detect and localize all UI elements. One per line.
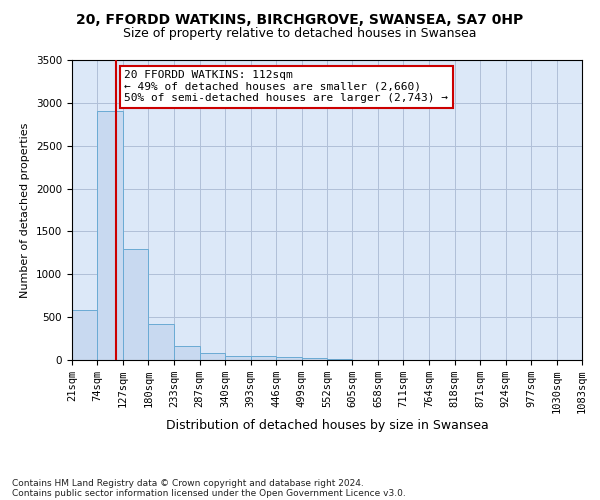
Text: Size of property relative to detached houses in Swansea: Size of property relative to detached ho… (123, 28, 477, 40)
Bar (148, 324, 174, 360)
Text: 20 FFORDD WATKINS: 112sqm
← 49% of detached houses are smaller (2,660)
50% of se: 20 FFORDD WATKINS: 112sqm ← 49% of detac… (124, 70, 448, 104)
Bar (174, 346, 200, 360)
Text: 20, FFORDD WATKINS, BIRCHGROVE, SWANSEA, SA7 0HP: 20, FFORDD WATKINS, BIRCHGROVE, SWANSEA,… (76, 12, 524, 26)
Bar (123, 248, 148, 360)
Bar (302, 358, 327, 360)
Bar (251, 356, 276, 360)
Bar (327, 359, 352, 360)
Bar (225, 356, 251, 360)
Bar (72, 310, 97, 360)
Bar (200, 353, 225, 360)
Text: Contains HM Land Registry data © Crown copyright and database right 2024.: Contains HM Land Registry data © Crown c… (12, 478, 364, 488)
Y-axis label: Number of detached properties: Number of detached properties (20, 122, 31, 298)
Bar (97, 112, 123, 360)
Text: Contains public sector information licensed under the Open Government Licence v3: Contains public sector information licen… (12, 488, 406, 498)
Bar (276, 357, 302, 360)
X-axis label: Distribution of detached houses by size in Swansea: Distribution of detached houses by size … (166, 419, 488, 432)
